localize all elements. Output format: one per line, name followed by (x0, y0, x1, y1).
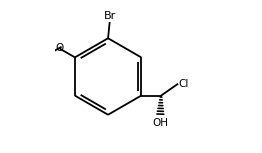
Text: OH: OH (152, 118, 168, 128)
Text: Cl: Cl (178, 79, 189, 89)
Text: Br: Br (103, 11, 116, 21)
Text: O: O (55, 43, 63, 53)
